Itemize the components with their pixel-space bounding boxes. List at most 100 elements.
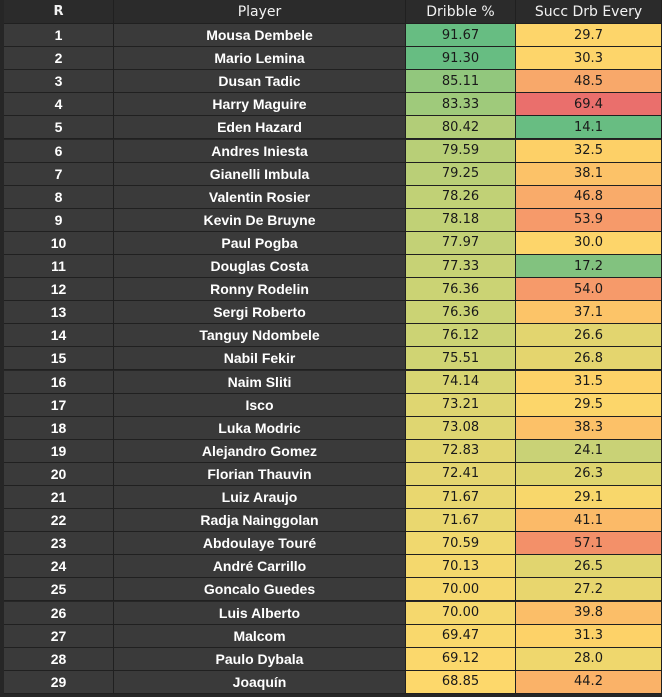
rank-cell[interactable]: 21: [4, 486, 114, 510]
dribble-pct-cell[interactable]: 73.08: [406, 416, 516, 440]
rank-cell[interactable]: 22: [4, 509, 114, 533]
player-cell[interactable]: Harry Maguire: [114, 93, 406, 117]
rank-cell[interactable]: 14: [4, 324, 114, 348]
succ-drb-every-cell[interactable]: 26.3: [516, 462, 662, 486]
player-cell[interactable]: André Carrillo: [114, 555, 406, 579]
rank-cell[interactable]: 6: [4, 139, 114, 163]
player-cell[interactable]: Goncalo Guedes: [114, 578, 406, 602]
rank-cell[interactable]: 7: [4, 162, 114, 186]
succ-drb-every-cell[interactable]: 14.1: [516, 116, 662, 140]
dribble-pct-cell[interactable]: 74.14: [406, 370, 516, 394]
succ-drb-every-cell[interactable]: 44.2: [516, 670, 662, 694]
player-cell[interactable]: Luka Modric: [114, 416, 406, 440]
player-cell[interactable]: Ronny Rodelin: [114, 278, 406, 302]
player-cell[interactable]: Douglas Costa: [114, 255, 406, 279]
player-cell[interactable]: Mario Lemina: [114, 47, 406, 71]
player-cell[interactable]: Alejandro Gomez: [114, 439, 406, 463]
player-cell[interactable]: Luiz Araujo: [114, 486, 406, 510]
dribble-pct-cell[interactable]: 69.47: [406, 624, 516, 648]
succ-drb-every-cell[interactable]: 26.8: [516, 347, 662, 371]
succ-drb-every-cell[interactable]: 38.3: [516, 416, 662, 440]
player-cell[interactable]: Gianelli Imbula: [114, 162, 406, 186]
succ-drb-every-cell[interactable]: 30.0: [516, 231, 662, 255]
rank-cell[interactable]: 15: [4, 347, 114, 371]
rank-cell[interactable]: 10: [4, 231, 114, 255]
rank-cell[interactable]: 12: [4, 278, 114, 302]
rank-cell[interactable]: 2: [4, 47, 114, 71]
succ-drb-every-cell[interactable]: 29.5: [516, 393, 662, 417]
header-succ-drb-every[interactable]: Succ Drb Every: [516, 0, 662, 24]
dribble-pct-cell[interactable]: 76.36: [406, 278, 516, 302]
dribble-pct-cell[interactable]: 70.00: [406, 601, 516, 625]
rank-cell[interactable]: 9: [4, 208, 114, 232]
succ-drb-every-cell[interactable]: 27.2: [516, 578, 662, 602]
player-cell[interactable]: Mousa Dembele: [114, 24, 406, 48]
player-cell[interactable]: Florian Thauvin: [114, 462, 406, 486]
rank-cell[interactable]: 3: [4, 70, 114, 94]
rank-cell[interactable]: 4: [4, 93, 114, 117]
rank-cell[interactable]: 5: [4, 116, 114, 140]
dribble-pct-cell[interactable]: 73.21: [406, 393, 516, 417]
player-cell[interactable]: Paulo Dybala: [114, 647, 406, 671]
dribble-pct-cell[interactable]: 78.26: [406, 185, 516, 209]
succ-drb-every-cell[interactable]: 69.4: [516, 93, 662, 117]
dribble-pct-cell[interactable]: 70.59: [406, 532, 516, 556]
succ-drb-every-cell[interactable]: 26.5: [516, 555, 662, 579]
dribble-pct-cell[interactable]: 68.85: [406, 670, 516, 694]
succ-drb-every-cell[interactable]: 30.3: [516, 47, 662, 71]
player-cell[interactable]: Joaquín: [114, 670, 406, 694]
dribble-pct-cell[interactable]: 75.51: [406, 347, 516, 371]
rank-cell[interactable]: 11: [4, 255, 114, 279]
dribble-pct-cell[interactable]: 80.42: [406, 116, 516, 140]
succ-drb-every-cell[interactable]: 24.1: [516, 439, 662, 463]
rank-cell[interactable]: 28: [4, 647, 114, 671]
player-cell[interactable]: Andres Iniesta: [114, 139, 406, 163]
succ-drb-every-cell[interactable]: 29.7: [516, 24, 662, 48]
player-cell[interactable]: Kevin De Bruyne: [114, 208, 406, 232]
dribble-pct-cell[interactable]: 85.11: [406, 70, 516, 94]
succ-drb-every-cell[interactable]: 28.0: [516, 647, 662, 671]
rank-cell[interactable]: 29: [4, 670, 114, 694]
dribble-pct-cell[interactable]: 77.33: [406, 255, 516, 279]
rank-cell[interactable]: 24: [4, 555, 114, 579]
succ-drb-every-cell[interactable]: 57.1: [516, 532, 662, 556]
player-cell[interactable]: Dusan Tadic: [114, 70, 406, 94]
succ-drb-every-cell[interactable]: 32.5: [516, 139, 662, 163]
dribble-pct-cell[interactable]: 71.67: [406, 509, 516, 533]
dribble-pct-cell[interactable]: 76.36: [406, 301, 516, 325]
dribble-pct-cell[interactable]: 72.83: [406, 439, 516, 463]
player-cell[interactable]: Isco: [114, 393, 406, 417]
dribble-pct-cell[interactable]: 70.13: [406, 555, 516, 579]
player-cell[interactable]: Paul Pogba: [114, 231, 406, 255]
rank-cell[interactable]: 19: [4, 439, 114, 463]
player-cell[interactable]: Naim Sliti: [114, 370, 406, 394]
rank-cell[interactable]: 25: [4, 578, 114, 602]
rank-cell[interactable]: 18: [4, 416, 114, 440]
succ-drb-every-cell[interactable]: 53.9: [516, 208, 662, 232]
dribble-pct-cell[interactable]: 91.67: [406, 24, 516, 48]
dribble-pct-cell[interactable]: 78.18: [406, 208, 516, 232]
player-cell[interactable]: Abdoulaye Touré: [114, 532, 406, 556]
header-dribble-pct[interactable]: Dribble %: [406, 0, 516, 24]
rank-cell[interactable]: 23: [4, 532, 114, 556]
player-cell[interactable]: Sergi Roberto: [114, 301, 406, 325]
dribble-pct-cell[interactable]: 77.97: [406, 231, 516, 255]
rank-cell[interactable]: 8: [4, 185, 114, 209]
succ-drb-every-cell[interactable]: 17.2: [516, 255, 662, 279]
player-cell[interactable]: Valentin Rosier: [114, 185, 406, 209]
succ-drb-every-cell[interactable]: 37.1: [516, 301, 662, 325]
dribble-pct-cell[interactable]: 69.12: [406, 647, 516, 671]
rank-cell[interactable]: 20: [4, 462, 114, 486]
dribble-pct-cell[interactable]: 70.00: [406, 578, 516, 602]
succ-drb-every-cell[interactable]: 29.1: [516, 486, 662, 510]
dribble-pct-cell[interactable]: 79.25: [406, 162, 516, 186]
rank-cell[interactable]: 26: [4, 601, 114, 625]
succ-drb-every-cell[interactable]: 46.8: [516, 185, 662, 209]
player-cell[interactable]: Eden Hazard: [114, 116, 406, 140]
succ-drb-every-cell[interactable]: 39.8: [516, 601, 662, 625]
rank-cell[interactable]: 16: [4, 370, 114, 394]
succ-drb-every-cell[interactable]: 48.5: [516, 70, 662, 94]
player-cell[interactable]: Nabil Fekir: [114, 347, 406, 371]
succ-drb-every-cell[interactable]: 31.3: [516, 624, 662, 648]
dribble-pct-cell[interactable]: 76.12: [406, 324, 516, 348]
